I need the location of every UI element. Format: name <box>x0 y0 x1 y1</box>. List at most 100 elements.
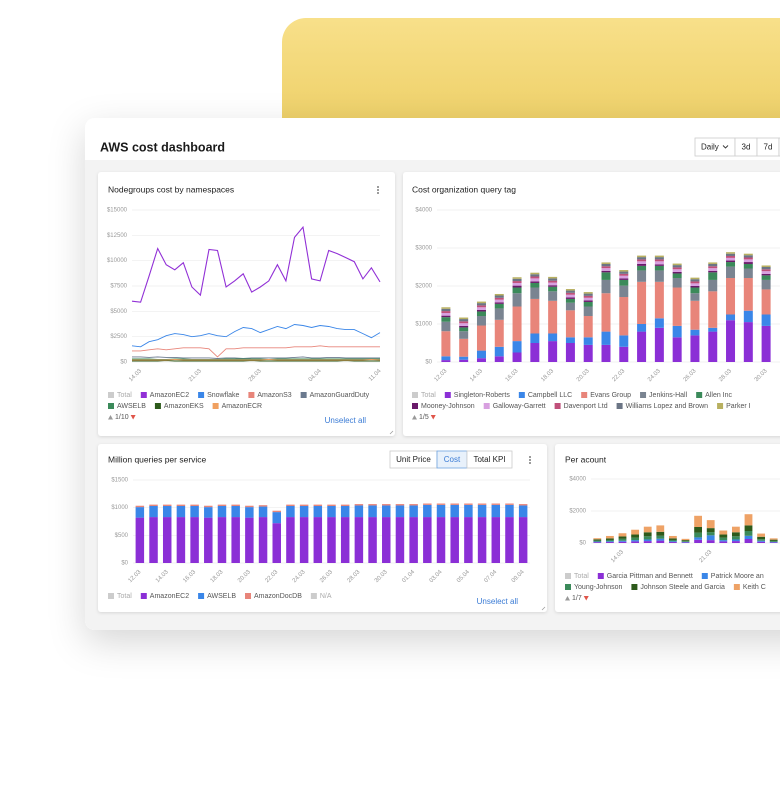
legend-label[interactable]: N/A <box>320 593 332 600</box>
page-down-icon[interactable] <box>583 596 589 601</box>
bar-segment <box>726 262 736 267</box>
unselect-all-link[interactable]: Unselect all <box>477 597 519 606</box>
legend-swatch[interactable] <box>140 593 147 599</box>
bar-segment <box>441 321 451 332</box>
bar-segment <box>565 290 575 293</box>
legend-label[interactable]: AmazonS3 <box>257 392 291 399</box>
legend-swatch[interactable] <box>310 593 317 599</box>
legend-swatch[interactable] <box>212 403 219 409</box>
legend-swatch[interactable] <box>245 593 252 599</box>
legend-label[interactable]: AWSELB <box>117 403 146 410</box>
bar-segment <box>708 327 718 332</box>
bar-segment <box>719 540 728 542</box>
legend-label[interactable]: AmazonEKS <box>164 403 204 410</box>
legend-label[interactable]: Keith C <box>743 584 766 591</box>
legend-swatch[interactable] <box>640 392 647 398</box>
bar-segment <box>637 259 647 262</box>
menu-icon[interactable] <box>529 456 531 464</box>
menu-icon[interactable] <box>377 186 379 194</box>
legend-swatch[interactable] <box>198 392 205 398</box>
bar-segment <box>601 344 611 362</box>
range-button-label[interactable]: 7d <box>764 143 773 152</box>
y-tick-label: $12500 <box>107 233 128 239</box>
legend-swatch[interactable] <box>701 573 708 579</box>
legend-label[interactable]: AmazonDocDB <box>254 593 302 600</box>
bar-segment <box>744 531 753 536</box>
legend-swatch[interactable] <box>444 392 451 398</box>
legend-label[interactable]: Garcia Pittman and Bennett <box>607 573 693 580</box>
legend-label[interactable]: Evans Group <box>590 392 631 399</box>
legend-label[interactable]: Snowflake <box>207 392 239 399</box>
legend-swatch[interactable] <box>198 593 205 599</box>
legend-swatch[interactable] <box>483 403 490 409</box>
legend-label[interactable]: AWSELB <box>207 593 236 600</box>
legend-label[interactable]: Jenkins-Hall <box>649 392 688 399</box>
legend-swatch[interactable] <box>412 403 418 409</box>
legend-label[interactable]: AmazonEC2 <box>150 392 189 399</box>
legend-swatch[interactable] <box>717 403 724 409</box>
bar-segment <box>619 271 629 274</box>
bar-segment <box>340 517 350 563</box>
page-down-icon[interactable] <box>130 415 136 420</box>
legend-swatch[interactable] <box>518 392 525 398</box>
page-down-icon[interactable] <box>430 415 436 420</box>
bar-segment <box>162 506 172 518</box>
legend-swatch[interactable] <box>597 573 604 579</box>
page-up-icon[interactable] <box>412 415 417 420</box>
legend-label[interactable]: Total <box>117 593 132 600</box>
legend-label[interactable]: Total <box>421 392 436 399</box>
view-toggle-label[interactable]: Unit Price <box>396 455 431 464</box>
legend-swatch[interactable] <box>108 403 114 409</box>
bar-segment <box>618 538 627 541</box>
bar-segment <box>354 505 364 518</box>
bar-segment <box>631 534 640 538</box>
bar-segment <box>565 310 575 338</box>
view-toggle-label[interactable]: Cost <box>444 455 461 464</box>
legend-label[interactable]: AmazonECR <box>222 403 262 410</box>
legend-label[interactable]: Total <box>574 573 589 580</box>
legend-swatch[interactable] <box>554 403 561 409</box>
view-toggle-label[interactable]: Total KPI <box>473 455 505 464</box>
bar-segment <box>618 541 627 543</box>
legend-swatch[interactable] <box>631 584 638 590</box>
unselect-all-link[interactable]: Unselect all <box>325 416 367 425</box>
legend-label[interactable]: Young-Johnson <box>574 584 623 591</box>
legend-swatch[interactable] <box>565 573 571 579</box>
legend-label[interactable]: Patrick Moore an <box>711 573 764 580</box>
bar-segment <box>327 506 336 518</box>
legend-swatch[interactable] <box>108 392 114 398</box>
bar-segment <box>619 278 629 280</box>
y-tick-label: $1000 <box>415 322 432 328</box>
legend-label[interactable]: AmazonEC2 <box>150 593 189 600</box>
view-toggle[interactable] <box>466 450 513 469</box>
legend-label[interactable]: AmazonGuardDuty <box>310 392 370 399</box>
legend-label[interactable]: Allen Inc <box>705 392 732 399</box>
legend-label[interactable]: Davenport Ltd <box>564 403 608 410</box>
legend-swatch[interactable] <box>300 392 307 398</box>
page-up-icon[interactable] <box>565 596 570 601</box>
legend-label[interactable]: Johnson Steele and Garcia <box>640 584 725 591</box>
legend-swatch[interactable] <box>616 403 623 409</box>
legend-swatch[interactable] <box>581 392 588 398</box>
range-button-label[interactable]: Daily <box>701 143 719 152</box>
legend-label[interactable]: Galloway-Garrett <box>493 403 546 410</box>
legend-swatch[interactable] <box>565 584 571 590</box>
legend-swatch[interactable] <box>108 593 114 599</box>
legend-label[interactable]: Singleton-Roberts <box>454 392 511 399</box>
legend-label[interactable]: Mooney-Johnson <box>421 403 475 410</box>
bar-segment <box>654 270 664 282</box>
range-button-label[interactable]: 3d <box>742 143 751 152</box>
legend-swatch[interactable] <box>140 392 147 398</box>
legend-swatch[interactable] <box>248 392 255 398</box>
page-up-icon[interactable] <box>108 415 113 420</box>
legend-label[interactable]: Williams Lopez and Brown <box>626 403 709 410</box>
legend-swatch[interactable] <box>412 392 418 398</box>
legend-label[interactable]: Total <box>117 392 132 399</box>
legend-swatch[interactable] <box>733 584 740 590</box>
legend-swatch[interactable] <box>154 403 161 409</box>
bar-segment <box>719 541 728 543</box>
bar-segment <box>512 278 522 282</box>
legend-label[interactable]: Campbell LLC <box>528 392 572 399</box>
legend-swatch[interactable] <box>696 392 703 398</box>
legend-label[interactable]: Parker I <box>726 403 751 410</box>
